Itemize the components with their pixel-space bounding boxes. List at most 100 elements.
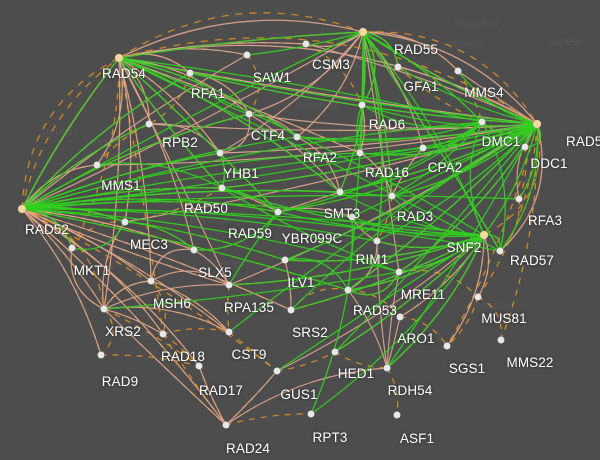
graph-node-rim1[interactable]	[373, 237, 381, 245]
edge-genetic	[21, 208, 278, 372]
edge-coexpression	[339, 121, 483, 193]
edge-coexpression	[21, 208, 400, 273]
edge-coexpression	[290, 234, 485, 311]
graph-node-mms4[interactable]	[454, 67, 462, 75]
graph-node-rad55[interactable]	[358, 27, 368, 37]
graph-node-rad17[interactable]	[195, 362, 203, 370]
graph-node-csm3[interactable]	[302, 40, 310, 48]
graph-node-cst9[interactable]	[225, 328, 233, 336]
edge-coexpression	[21, 208, 378, 242]
edge-coexpression	[21, 208, 286, 261]
edge-coexpression	[21, 200, 353, 218]
edge-genetic	[150, 280, 166, 335]
edge-coexpression	[376, 123, 538, 242]
graph-node-mre11[interactable]	[395, 268, 403, 276]
graph-node-rad50[interactable]	[218, 184, 226, 192]
edge-physical	[150, 280, 230, 333]
graph-node-rpt3[interactable]	[307, 410, 315, 418]
edge-coexpression	[228, 211, 279, 286]
edge-coexpression	[118, 57, 538, 125]
edge-coexpression	[339, 191, 485, 236]
edge-genetic	[518, 146, 527, 200]
graph-node-rad57[interactable]	[496, 247, 504, 255]
graph-node-rdh54[interactable]	[383, 364, 391, 372]
edge-genetic	[162, 328, 230, 335]
graph-node-hed1[interactable]	[331, 348, 339, 356]
edge-physical	[219, 113, 251, 154]
graph-node-snf2[interactable]	[479, 230, 489, 240]
edge-physical	[118, 57, 152, 282]
graph-node-mms1[interactable]	[93, 161, 101, 169]
edge-genetic	[347, 289, 401, 318]
edge-coexpression	[96, 162, 223, 189]
edge-coexpression	[189, 72, 250, 115]
edge-coexpression	[118, 31, 364, 59]
graph-node-rad9[interactable]	[97, 351, 105, 359]
graph-node-ilv1[interactable]	[281, 256, 289, 264]
graph-node-srs2[interactable]	[287, 306, 295, 314]
edges-genetic-group	[21, 31, 542, 426]
edge-outer-arc	[362, 31, 538, 125]
graph-node-rad24[interactable]	[222, 421, 230, 429]
graph-node-cpa2[interactable]	[419, 144, 427, 152]
graph-node-rad16[interactable]	[356, 149, 364, 157]
graph-node-mec3[interactable]	[121, 218, 129, 226]
edge-physical	[225, 370, 278, 426]
graph-node-rfa3[interactable]	[515, 195, 523, 203]
graph-node-rad18[interactable]	[159, 330, 167, 338]
graph-node-rad51[interactable]	[532, 119, 542, 129]
edge-physical	[150, 248, 195, 282]
edge-genetic	[221, 187, 279, 213]
graph-node-ddc1[interactable]	[521, 143, 529, 151]
edge-physical	[103, 284, 230, 310]
graph-node-asf1[interactable]	[393, 411, 401, 419]
edge-coexpression	[483, 123, 538, 236]
graph-node-rad52[interactable]	[17, 204, 27, 214]
graph-node-rpa135[interactable]	[225, 281, 233, 289]
graph-node-slx5[interactable]	[190, 246, 198, 254]
graph-node-sgs1[interactable]	[443, 342, 451, 350]
graph-node-msh6[interactable]	[147, 277, 155, 285]
graph-node-dmc1[interactable]	[478, 118, 486, 126]
graph-node-mkt1[interactable]	[68, 244, 76, 252]
edge-physical	[21, 31, 364, 210]
edge-physical	[221, 187, 279, 213]
edge-coexpression	[276, 234, 485, 372]
edge-physical	[21, 208, 292, 311]
graph-node-rad53[interactable]	[344, 286, 352, 294]
graph-node-smt3[interactable]	[336, 188, 344, 196]
edge-coexpression	[361, 104, 538, 127]
graph-node-gfa1[interactable]	[394, 63, 402, 71]
edge-coexpression	[391, 123, 538, 197]
edge-genetic	[228, 331, 278, 372]
edge-coexpression	[118, 57, 483, 123]
graph-node-yhb1[interactable]	[216, 149, 224, 157]
graph-node-saw1[interactable]	[243, 51, 251, 59]
graph-node-mms22[interactable]	[497, 336, 505, 344]
edge-physical	[21, 208, 102, 356]
edge-genetic	[227, 284, 230, 333]
graph-node-rfa1[interactable]	[186, 69, 194, 77]
graph-node-ybr099c[interactable]	[348, 213, 356, 221]
edge-outer-arc	[118, 19, 364, 59]
graph-node-rpb2[interactable]	[145, 120, 153, 128]
graph-node-rad59[interactable]	[274, 208, 282, 216]
graph-node-aro1[interactable]	[396, 313, 404, 321]
edge-physical	[21, 208, 200, 367]
edge-coexpression	[21, 113, 250, 210]
graph-node-rad3[interactable]	[388, 192, 396, 200]
edge-genetic	[397, 66, 483, 123]
edge-physical	[359, 152, 393, 197]
edge-genetic	[71, 57, 120, 249]
graph-node-gus1[interactable]	[273, 367, 281, 375]
graph-node-mus81[interactable]	[474, 293, 482, 301]
edge-coexpression	[361, 104, 483, 128]
edge-physical	[248, 31, 364, 115]
graph-node-rad54[interactable]	[114, 53, 124, 63]
graph-node-ctf4[interactable]	[245, 110, 253, 118]
graph-node-xrs2[interactable]	[100, 305, 108, 313]
edge-genetic	[386, 367, 399, 416]
graph-node-rad6[interactable]	[358, 101, 366, 109]
graph-node-rfa2[interactable]	[293, 133, 301, 141]
